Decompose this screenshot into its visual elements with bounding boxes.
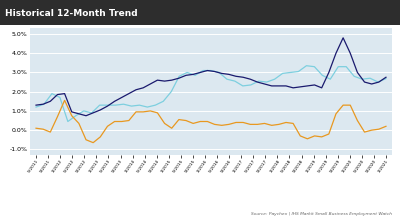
Text: Source: Paychex | IHS Markit Small Business Employment Watch: Source: Paychex | IHS Markit Small Busin… xyxy=(251,212,392,216)
Text: Historical 12-Month Trend: Historical 12-Month Trend xyxy=(5,9,138,18)
